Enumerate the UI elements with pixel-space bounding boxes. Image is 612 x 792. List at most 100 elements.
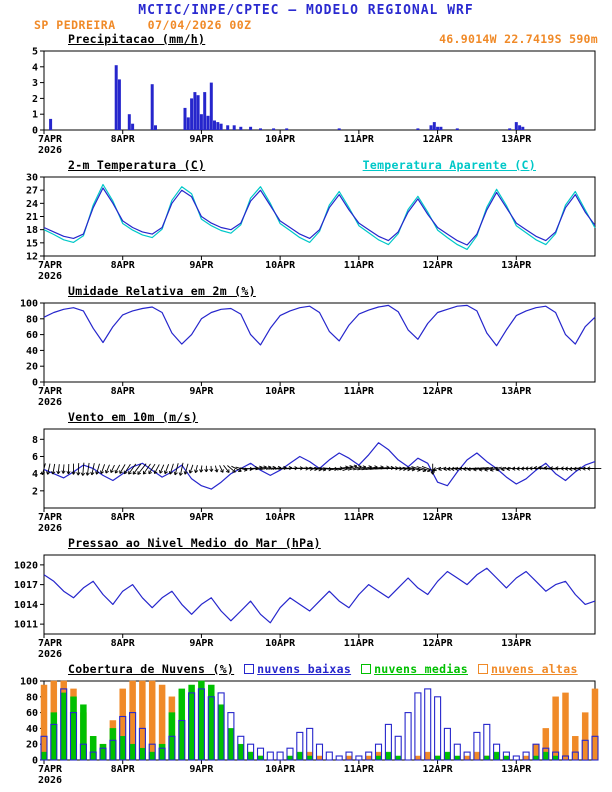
legend-mid-clouds: nuvens medias bbox=[374, 662, 468, 676]
run-datetime: 07/04/2026 00Z bbox=[147, 18, 252, 32]
svg-text:5: 5 bbox=[32, 47, 38, 58]
svg-text:11APR: 11APR bbox=[344, 638, 375, 649]
svg-text:24: 24 bbox=[26, 199, 38, 210]
legend-item-low-clouds: nuvens baixas bbox=[244, 662, 351, 676]
panel-wind-header: Vento em 10m (m/s) bbox=[0, 410, 612, 424]
svg-text:13APR: 13APR bbox=[501, 638, 532, 649]
svg-text:12APR: 12APR bbox=[423, 386, 454, 397]
svg-text:12APR: 12APR bbox=[423, 638, 454, 649]
temperature-line bbox=[43, 187, 596, 246]
svg-text:4: 4 bbox=[32, 62, 38, 73]
panel-humidity: Umidade Relativa em 2m (%) 0 20 40 60 80 100 7… bbox=[0, 284, 612, 410]
svg-text:12APR: 12APR bbox=[423, 260, 454, 271]
panel-wind: Vento em 10m (m/s) 2 4 6 8 7APR 2026 8APR 9APR 1… bbox=[0, 410, 612, 536]
svg-text:100: 100 bbox=[20, 299, 38, 310]
svg-text:60: 60 bbox=[26, 330, 38, 341]
humidity-line bbox=[43, 304, 596, 347]
svg-text:9APR: 9APR bbox=[189, 134, 214, 145]
panel-title-wind: Vento em 10m (m/s) bbox=[68, 410, 199, 424]
low-clouds-swatch-icon bbox=[244, 664, 255, 674]
svg-text:11APR: 11APR bbox=[344, 512, 375, 523]
svg-text:7APR: 7APR bbox=[38, 512, 63, 523]
svg-text:20: 20 bbox=[26, 362, 38, 373]
panel-title-temperature: 2-m Temperatura (C) bbox=[68, 158, 206, 172]
panel-title-clouds: Cobertura de Nuvens (%) bbox=[68, 662, 235, 676]
apparent-temperature-line bbox=[43, 183, 596, 251]
svg-text:18: 18 bbox=[26, 225, 38, 236]
svg-text:6: 6 bbox=[32, 452, 38, 463]
svg-text:10APR: 10APR bbox=[265, 638, 296, 649]
svg-text:1017: 1017 bbox=[14, 580, 38, 591]
svg-text:1020: 1020 bbox=[14, 560, 38, 571]
svg-text:8APR: 8APR bbox=[111, 512, 136, 523]
svg-text:3: 3 bbox=[32, 78, 38, 89]
svg-text:11APR: 11APR bbox=[344, 386, 375, 397]
svg-text:0: 0 bbox=[32, 756, 38, 767]
panel-temperature: 2-m Temperatura (C) Temperatura Aparente… bbox=[0, 158, 612, 284]
precip-bars bbox=[49, 65, 525, 130]
svg-text:10APR: 10APR bbox=[265, 134, 296, 145]
page-title: MCTIC/INPE/CPTEC — MODELO REGIONAL WRF bbox=[138, 3, 474, 18]
svg-text:0: 0 bbox=[32, 126, 38, 137]
svg-text:7APR: 7APR bbox=[38, 260, 63, 271]
svg-text:21: 21 bbox=[26, 212, 38, 223]
svg-text:10APR: 10APR bbox=[265, 386, 296, 397]
panel-title-precipitation: Precipitacao (mm/h) bbox=[68, 32, 206, 46]
svg-text:2: 2 bbox=[32, 486, 38, 497]
svg-text:2026: 2026 bbox=[38, 397, 62, 408]
svg-text:8APR: 8APR bbox=[111, 764, 136, 775]
svg-text:10APR: 10APR bbox=[265, 764, 296, 775]
svg-text:1: 1 bbox=[32, 110, 38, 121]
svg-text:12: 12 bbox=[26, 252, 38, 263]
panel-precipitation: Precipitacao (mm/h) 46.9014W 22.7419S 59… bbox=[0, 32, 612, 158]
svg-text:80: 80 bbox=[26, 314, 38, 325]
svg-text:8APR: 8APR bbox=[111, 638, 136, 649]
svg-text:10APR: 10APR bbox=[265, 260, 296, 271]
svg-text:2026: 2026 bbox=[38, 775, 62, 786]
svg-text:11APR: 11APR bbox=[344, 260, 375, 271]
svg-text:9APR: 9APR bbox=[189, 260, 214, 271]
panel-precipitation-header: Precipitacao (mm/h) 46.9014W 22.7419S 59… bbox=[0, 32, 612, 46]
svg-text:2: 2 bbox=[32, 94, 38, 105]
svg-text:13APR: 13APR bbox=[501, 512, 532, 523]
svg-text:15: 15 bbox=[26, 238, 38, 249]
svg-text:9APR: 9APR bbox=[189, 638, 214, 649]
svg-text:9APR: 9APR bbox=[189, 512, 214, 523]
svg-text:13APR: 13APR bbox=[501, 134, 532, 145]
legend-item-high-clouds: nuvens altas bbox=[478, 662, 578, 676]
cloud-bars-nuvens-baixas bbox=[40, 688, 599, 761]
svg-text:4: 4 bbox=[32, 469, 38, 480]
svg-text:30: 30 bbox=[26, 173, 38, 184]
header-subtitle: SP PEDREIRA 07/04/2026 00Z bbox=[0, 18, 612, 32]
panel-clouds-header: Cobertura de Nuvens (%) nuvens baixas nu… bbox=[0, 662, 612, 676]
location-label: 46.9014W 22.7419S 590m bbox=[439, 32, 598, 46]
svg-text:60: 60 bbox=[26, 708, 38, 719]
pressure-line bbox=[43, 567, 596, 624]
svg-text:27: 27 bbox=[26, 186, 38, 197]
svg-text:2026: 2026 bbox=[38, 145, 62, 156]
svg-text:9APR: 9APR bbox=[189, 386, 214, 397]
svg-text:8APR: 8APR bbox=[111, 260, 136, 271]
svg-text:13APR: 13APR bbox=[501, 386, 532, 397]
svg-text:7APR: 7APR bbox=[38, 638, 63, 649]
svg-text:2026: 2026 bbox=[38, 649, 62, 660]
svg-text:7APR: 7APR bbox=[38, 386, 63, 397]
svg-text:7APR: 7APR bbox=[38, 134, 63, 145]
svg-text:8APR: 8APR bbox=[111, 386, 136, 397]
svg-text:8APR: 8APR bbox=[111, 134, 136, 145]
svg-text:0: 0 bbox=[32, 378, 38, 389]
svg-text:80: 80 bbox=[26, 692, 38, 703]
svg-text:10APR: 10APR bbox=[265, 512, 296, 523]
svg-text:13APR: 13APR bbox=[501, 764, 532, 775]
svg-text:12APR: 12APR bbox=[423, 134, 454, 145]
station-name: SP PEDREIRA bbox=[34, 18, 116, 32]
